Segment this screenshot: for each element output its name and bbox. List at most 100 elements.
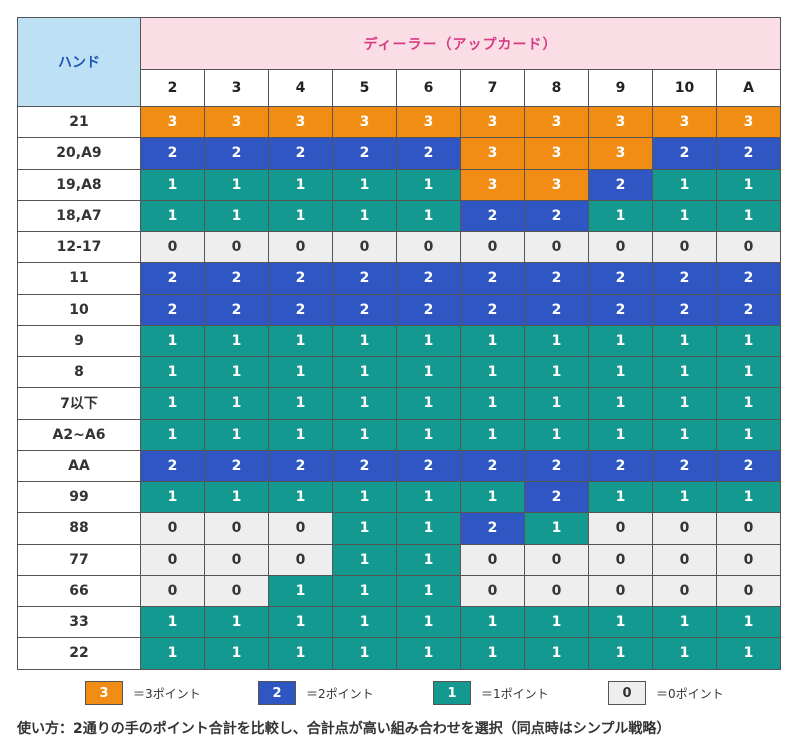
point-cell: 0 (140, 512, 205, 545)
point-cell: 1 (460, 637, 525, 670)
point-cell: 2 (332, 262, 397, 295)
point-cell: 2 (268, 293, 333, 326)
table-row: 99 1 1 1 1 1 1 2 1 1 1 (17, 480, 782, 514)
table-row: 12-17 0 0 0 0 0 0 0 0 0 0 (17, 230, 782, 264)
point-cell: 1 (652, 324, 717, 358)
point-cell: 0 (588, 512, 653, 545)
point-cell: 2 (140, 449, 205, 483)
point-cell: 0 (396, 230, 461, 264)
point-cell: 1 (715, 355, 782, 389)
point-cell: 1 (396, 387, 461, 420)
point-cell: 1 (524, 637, 589, 670)
legend-item: 2 ＝2ポイント (258, 680, 374, 706)
point-cell: 1 (460, 324, 525, 358)
point-cell: 1 (332, 387, 397, 420)
point-cell: 1 (396, 543, 461, 576)
point-cell: 1 (588, 480, 653, 514)
point-cell: 2 (268, 262, 333, 295)
upcard-header-cell: 9 (588, 69, 653, 107)
upcard-header-cell: 8 (524, 69, 589, 107)
table-row: 21 3 3 3 3 3 3 3 3 3 3 (17, 105, 782, 139)
point-cell: 3 (652, 105, 717, 139)
point-cell: 1 (396, 168, 461, 201)
point-cell: 3 (588, 137, 653, 170)
point-cell: 0 (524, 543, 589, 576)
point-cell: 1 (140, 387, 205, 420)
point-cell: 2 (396, 262, 461, 295)
point-cell: 2 (460, 262, 525, 295)
point-cell: 1 (332, 418, 397, 451)
point-cell: 1 (204, 355, 269, 389)
point-cell: 1 (332, 574, 397, 608)
hand-label: 33 (17, 605, 141, 639)
point-cell: 3 (140, 105, 205, 139)
point-cell: 1 (396, 512, 461, 545)
table-row: 7以下 1 1 1 1 1 1 1 1 1 1 (17, 387, 782, 420)
point-cell: 1 (524, 355, 589, 389)
point-cell: 1 (715, 605, 782, 639)
point-cell: 1 (204, 418, 269, 451)
point-cell: 1 (524, 418, 589, 451)
hand-label: 66 (17, 574, 141, 608)
hand-label: 88 (17, 512, 141, 545)
point-cell: 3 (204, 105, 269, 139)
point-cell: 0 (715, 230, 782, 264)
point-cell: 1 (652, 637, 717, 670)
table-body: 21 3 3 3 3 3 3 3 3 3 3 20,A9 2 2 2 2 2 3 3 3 2 2 19,A8 1 1 1 1 1 3 3 2… (17, 105, 782, 670)
point-cell: 1 (204, 199, 269, 233)
legend-item: 1 ＝1ポイント (433, 680, 549, 706)
legend-label: ＝3ポイント (133, 686, 201, 701)
upcard-header-cell: 5 (332, 69, 397, 107)
hand-label: 8 (17, 355, 141, 389)
point-cell: 1 (588, 637, 653, 670)
point-cell: 1 (460, 387, 525, 420)
point-cell: 2 (652, 137, 717, 170)
point-cell: 1 (715, 387, 782, 420)
point-cell: 1 (588, 199, 653, 233)
point-cell: 3 (460, 105, 525, 139)
points-table: ハンド ディーラー（アップカード） 2 3 4 5 6 7 8 9 10 A 21 3 3 3 3 3 3 3 3… (17, 17, 782, 670)
point-cell: 2 (268, 449, 333, 483)
point-cell: 1 (204, 387, 269, 420)
point-cell: 0 (460, 574, 525, 608)
point-cell: 1 (396, 355, 461, 389)
point-cell: 2 (204, 137, 269, 170)
point-cell: 1 (140, 418, 205, 451)
table-row: 77 0 0 0 1 1 0 0 0 0 0 (17, 543, 782, 576)
point-cell: 1 (268, 199, 333, 233)
point-cell: 2 (524, 262, 589, 295)
point-cell: 1 (396, 199, 461, 233)
point-cell: 1 (268, 418, 333, 451)
legend-label: ＝2ポイント (306, 686, 374, 701)
point-cell: 3 (715, 105, 782, 139)
hand-label: 77 (17, 543, 141, 576)
point-cell: 0 (715, 512, 782, 545)
point-cell: 0 (715, 543, 782, 576)
point-cell: 1 (140, 199, 205, 233)
hand-label: 12-17 (17, 230, 141, 264)
point-cell: 1 (652, 199, 717, 233)
table-row: AA 2 2 2 2 2 2 2 2 2 2 (17, 449, 782, 483)
point-cell: 0 (652, 543, 717, 576)
upcard-header-cell: A (715, 69, 782, 107)
table-row: 20,A9 2 2 2 2 2 3 3 3 2 2 (17, 137, 782, 170)
point-cell: 0 (204, 230, 269, 264)
point-cell: 1 (524, 512, 589, 545)
point-cell: 3 (524, 105, 589, 139)
point-cell: 1 (588, 418, 653, 451)
point-cell: 1 (715, 480, 782, 514)
point-cell: 0 (140, 543, 205, 576)
point-cell: 1 (140, 324, 205, 358)
upcard-header-row: 2 3 4 5 6 7 8 9 10 A (18, 69, 782, 107)
point-cell: 1 (460, 418, 525, 451)
point-cell: 0 (460, 230, 525, 264)
point-cell: 2 (396, 449, 461, 483)
upcard-header-cell: 4 (268, 69, 333, 107)
point-cell: 2 (588, 262, 653, 295)
point-cell: 3 (460, 168, 525, 201)
point-cell: 0 (204, 574, 269, 608)
point-cell: 2 (715, 293, 782, 326)
point-cell: 1 (268, 480, 333, 514)
point-cell: 1 (268, 324, 333, 358)
